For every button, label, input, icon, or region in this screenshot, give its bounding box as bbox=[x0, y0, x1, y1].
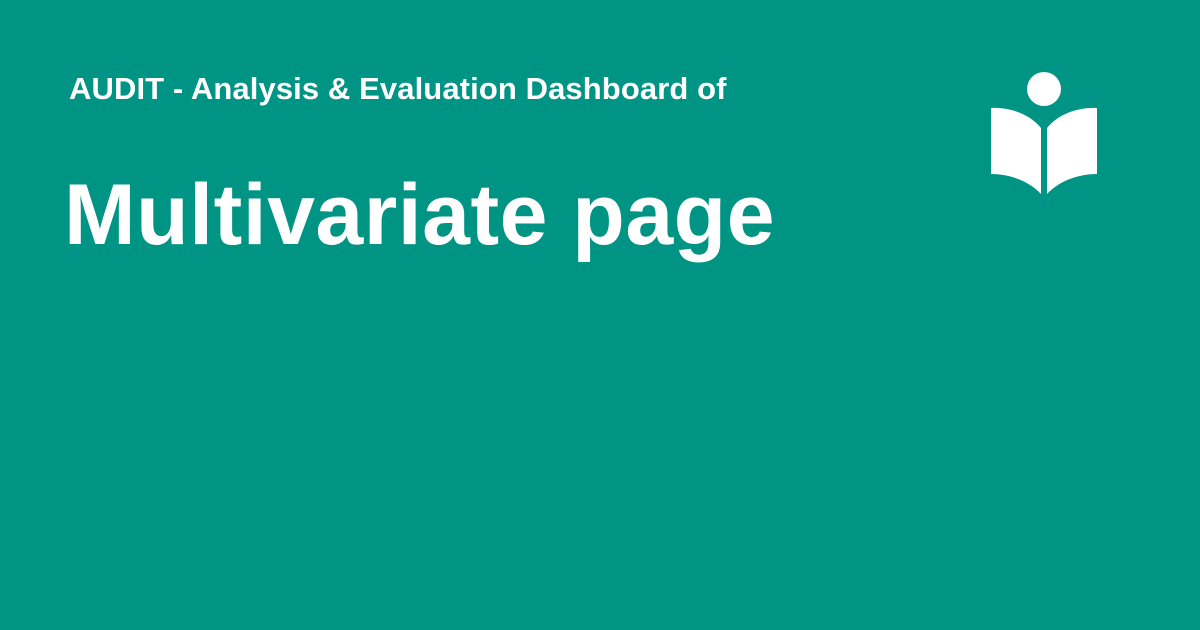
reader-book-icon bbox=[988, 70, 1100, 196]
page-title: Multivariate page bbox=[64, 167, 776, 263]
book-left-page bbox=[991, 107, 1041, 194]
reader-head bbox=[1027, 72, 1061, 106]
book-right-page bbox=[1047, 107, 1097, 194]
page-subtitle: AUDIT - Analysis & Evaluation Dashboard … bbox=[69, 71, 727, 106]
